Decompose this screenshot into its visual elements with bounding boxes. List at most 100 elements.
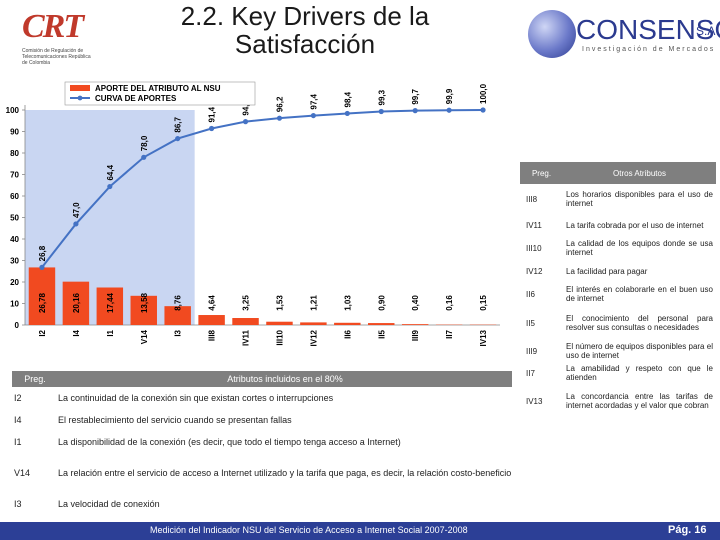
crt-logo-subtitle: Comisión de Regulación de Telecomunicaci… xyxy=(22,48,91,66)
footer-text: Medición del Indicador NSU del Servicio … xyxy=(150,525,468,535)
x-tick-label: I3 xyxy=(174,329,183,336)
line-value-label: 97,4 xyxy=(309,93,318,109)
bar-value-label: 4,64 xyxy=(208,295,217,311)
x-tick-label: I2 xyxy=(38,329,47,336)
line-value-label: 64,4 xyxy=(106,164,115,180)
other-attributes-header-desc: Otros Atributos xyxy=(563,162,716,184)
line-point xyxy=(73,221,79,227)
row-code: IV13 xyxy=(526,396,543,406)
row-description: La concordancia entre las tarifas de int… xyxy=(566,392,713,410)
bar xyxy=(28,267,56,325)
x-tick-label: III10 xyxy=(275,329,284,345)
line-value-label: 26,8 xyxy=(38,245,47,261)
line-value-label: 99,7 xyxy=(411,89,420,105)
y-tick-label: 10 xyxy=(10,300,19,309)
line-point xyxy=(39,264,45,270)
table-row: I3 La velocidad de conexión xyxy=(12,493,512,515)
y-tick-label: 20 xyxy=(10,278,19,287)
row-code: II6 xyxy=(526,289,535,299)
consenso-logo-tagline: Investigación de Mercados xyxy=(582,46,716,53)
line-value-label: 99,3 xyxy=(377,89,386,105)
row-code: I1 xyxy=(14,437,22,447)
x-tick-label: IV11 xyxy=(242,329,251,346)
bar-value-label: 0,16 xyxy=(445,295,454,311)
row-code: II7 xyxy=(526,368,535,378)
page-title: 2.2. Key Drivers de la Satisfacción xyxy=(180,1,430,59)
row-description: La velocidad de conexión xyxy=(58,499,160,509)
bar xyxy=(96,287,124,325)
y-tick-label: 100 xyxy=(6,106,20,115)
bar-value-label: 0,90 xyxy=(377,295,386,311)
bar xyxy=(198,315,225,325)
y-tick-label: 80 xyxy=(10,149,19,158)
line-point xyxy=(310,112,316,119)
row-code: II5 xyxy=(526,318,535,328)
x-tick-label: II5 xyxy=(377,329,386,338)
line-point xyxy=(446,107,452,113)
line-value-label: 98,4 xyxy=(343,91,352,107)
x-tick-label: I1 xyxy=(106,329,115,336)
chart-legend: APORTE DEL ATRIBUTO AL NSU CURVA DE APOR… xyxy=(64,81,256,106)
line-value-label: 96,2 xyxy=(275,96,284,112)
line-point xyxy=(276,115,283,121)
table-row: III10 La calidad de los equipos donde se … xyxy=(520,236,716,260)
x-tick-label: I4 xyxy=(72,329,81,336)
line-point xyxy=(412,108,418,114)
line-point xyxy=(344,110,350,117)
bar xyxy=(164,306,191,325)
row-code: V14 xyxy=(14,468,31,478)
row-description: El conocimiento del personal para resolv… xyxy=(566,314,713,332)
bar-value-label: 13,58 xyxy=(140,292,149,313)
pareto-chart: 0 10 20 30 40 50 60 70 80 90 100 26,78 I2 20,16 I4 17,… xyxy=(6,81,500,346)
line-value-label: 100,0 xyxy=(479,83,488,104)
y-tick-label: 30 xyxy=(10,257,19,266)
table-row: II5 El conocimiento del personal para res… xyxy=(520,306,716,340)
bar-value-label: 0,40 xyxy=(411,295,420,311)
x-tick-label: IV12 xyxy=(309,329,318,346)
row-description: El número de equipos disponibles para el… xyxy=(566,342,713,360)
row-code: III10 xyxy=(526,243,542,253)
table-row: II7 La amabilidad y respeto con que le at… xyxy=(520,362,716,384)
bar-value-label: 26,78 xyxy=(38,292,47,313)
table-row: IV12 La facilidad para pagar xyxy=(520,260,716,282)
line-point xyxy=(209,125,215,132)
line-point xyxy=(175,135,181,142)
table-row: I1 La disponibilidad de la conexión (es d… xyxy=(12,431,512,453)
bar xyxy=(62,281,90,325)
line-value-label: 91,4 xyxy=(208,106,217,122)
footer-bar: Medición del Indicador NSU del Servicio … xyxy=(0,522,720,540)
table-row: III9 El número de equipos disponibles par… xyxy=(520,340,716,362)
globe-icon xyxy=(528,10,576,58)
row-description: La calidad de los equipos donde se usa i… xyxy=(566,239,713,257)
table-row: II6 El interés en colaborarle en el buen … xyxy=(520,282,716,306)
y-tick-label: 90 xyxy=(10,128,19,137)
row-code: III8 xyxy=(526,194,538,204)
bar xyxy=(368,323,395,325)
row-code: I3 xyxy=(14,499,22,509)
legend-box xyxy=(64,81,256,106)
line-point xyxy=(378,108,384,115)
bar-value-label: 8,76 xyxy=(174,295,183,311)
bar-value-label: 1,21 xyxy=(309,295,318,311)
table-row: IV11 La tarifa cobrada por el uso de inte… xyxy=(520,214,716,236)
table-row: I4 El restablecimiento del servicio cuand… xyxy=(12,409,512,431)
x-tick-label: III9 xyxy=(411,329,420,341)
row-description: El restablecimiento del servicio cuando … xyxy=(58,415,292,425)
bar-value-label: 3,25 xyxy=(242,295,251,311)
row-code: III9 xyxy=(526,346,538,356)
line-value-label: 78,0 xyxy=(140,135,149,151)
line-value-label: 47,0 xyxy=(72,202,81,218)
other-attributes-header-code: Preg. xyxy=(520,162,563,184)
row-description: El interés en colaborarle en el buen uso… xyxy=(566,285,713,303)
table-row: V14 La relación entre el servicio de acce… xyxy=(12,453,512,493)
bar-value-label: 0,15 xyxy=(479,295,488,311)
table-row: III8 Los horarios disponibles para el uso… xyxy=(520,184,716,214)
row-description: Los horarios disponibles para el uso de … xyxy=(566,190,713,208)
y-tick-label: 0 xyxy=(15,321,20,330)
table-row: IV13 La concordancia entre las tarifas de… xyxy=(520,384,716,418)
x-tick-label: V14 xyxy=(140,329,149,344)
bar xyxy=(401,324,429,325)
row-code: I4 xyxy=(14,415,22,425)
table-row: I2 La continuidad de la conexión sin que … xyxy=(12,387,512,409)
row-description: La relación entre el servicio de acceso … xyxy=(58,468,512,478)
